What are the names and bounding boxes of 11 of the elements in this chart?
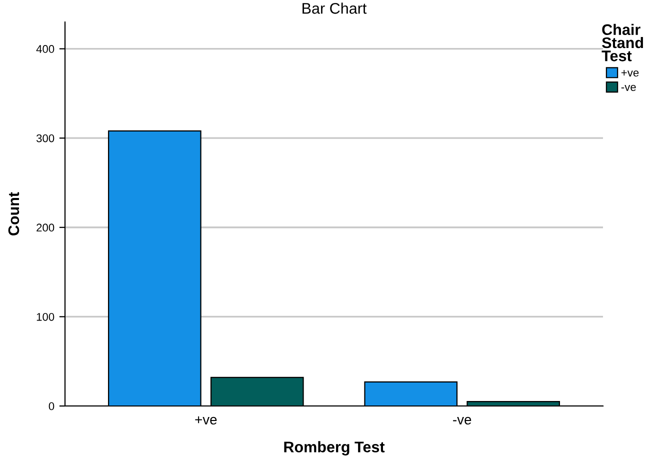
chart-title: Bar Chart — [302, 2, 367, 14]
y-tick-label: 100 — [36, 312, 54, 321]
y-tick-label: 400 — [36, 45, 54, 53]
y-tick-label: 200 — [36, 224, 54, 232]
x-axis-title: Romberg Test — [284, 441, 385, 456]
y-tick-label: 0 — [48, 402, 54, 410]
legend-title: Chair Stand Test — [602, 24, 643, 62]
legend-label: +ve — [621, 70, 639, 77]
y-tick-label: 300 — [36, 134, 54, 142]
legend-label: -ve — [621, 84, 636, 91]
y-axis-title: Count — [8, 192, 20, 236]
